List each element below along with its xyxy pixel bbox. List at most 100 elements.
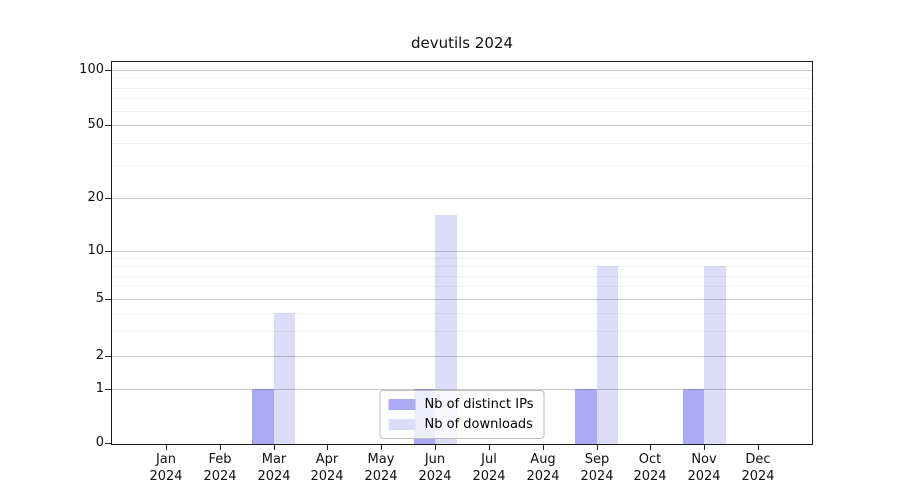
legend-item-downloads: Nb of downloads xyxy=(388,416,534,433)
x-tick-dec xyxy=(758,445,759,450)
x-tick-month: Apr xyxy=(315,452,339,467)
x-tick-month: Dec xyxy=(745,452,771,467)
bar-downloads-jun xyxy=(435,215,457,444)
gridline-minor-6 xyxy=(112,286,812,287)
x-tick-jul xyxy=(489,445,490,450)
y-tick-0 xyxy=(105,443,111,444)
x-tick-jun xyxy=(435,445,436,450)
x-tick-year: 2024 xyxy=(580,469,614,484)
y-tick-5 xyxy=(105,299,111,300)
bar-downloads-nov xyxy=(704,266,726,444)
x-tick-year: 2024 xyxy=(741,469,775,484)
legend-label-distinct-ips: Nb of distinct IPs xyxy=(424,397,534,412)
legend-swatch-downloads xyxy=(388,419,416,430)
x-tick-label-feb: Feb 2024 xyxy=(180,451,260,485)
y-tick-2 xyxy=(105,356,111,357)
gridline-major-100 xyxy=(112,70,812,71)
legend-label-downloads: Nb of downloads xyxy=(424,417,533,432)
gridline-major-2 xyxy=(112,356,812,357)
gridline-minor-30 xyxy=(112,166,812,167)
x-tick-apr xyxy=(327,445,328,450)
x-tick-month: Oct xyxy=(638,452,662,467)
x-tick-month: Sep xyxy=(584,452,610,467)
gridline-major-1 xyxy=(112,389,812,390)
gridline-major-10 xyxy=(112,251,812,252)
x-tick-year: 2024 xyxy=(526,469,560,484)
y-tick-50 xyxy=(105,125,111,126)
y-tick-label-1: 1 xyxy=(95,381,104,396)
x-tick-label-dec: Dec 2024 xyxy=(718,451,798,485)
bar-downloads-sep xyxy=(596,266,619,444)
gridline-minor-3 xyxy=(112,331,812,332)
x-tick-year: 2024 xyxy=(310,469,344,484)
x-tick-month: Jun xyxy=(424,452,446,467)
gridline-minor-70 xyxy=(112,98,812,99)
x-tick-label-oct: Oct 2024 xyxy=(610,451,690,485)
x-tick-year: 2024 xyxy=(257,469,291,484)
x-tick-month: Jul xyxy=(481,452,497,467)
x-tick-year: 2024 xyxy=(149,469,183,484)
x-tick-label-apr: Apr 2024 xyxy=(287,451,367,485)
x-tick-oct xyxy=(650,445,651,450)
x-tick-year: 2024 xyxy=(687,469,721,484)
bar-distinct-ips-sep xyxy=(575,389,597,444)
x-tick-month: Nov xyxy=(691,452,717,467)
x-tick-month: May xyxy=(367,452,395,467)
gridline-major-20 xyxy=(112,198,812,199)
bar-distinct-ips-nov xyxy=(682,389,705,444)
x-tick-feb xyxy=(220,445,221,450)
plot-area: Nb of distinct IPs Nb of downloads xyxy=(111,61,813,445)
x-tick-year: 2024 xyxy=(633,469,667,484)
x-tick-mar xyxy=(274,445,275,450)
legend: Nb of distinct IPs Nb of downloads xyxy=(379,390,545,439)
x-tick-year: 2024 xyxy=(364,469,398,484)
x-tick-label-nov: Nov 2024 xyxy=(664,451,744,485)
gridline-minor-8 xyxy=(112,266,812,267)
y-tick-label-20: 20 xyxy=(87,190,104,205)
x-tick-label-mar: Mar 2024 xyxy=(234,451,314,485)
x-tick-label-sep: Sep 2024 xyxy=(557,451,637,485)
gridline-minor-4 xyxy=(112,313,812,314)
y-tick-label-2: 2 xyxy=(95,348,104,363)
x-tick-aug xyxy=(543,445,544,450)
x-tick-sep xyxy=(597,445,598,450)
legend-swatch-distinct-ips xyxy=(388,399,416,410)
bar-distinct-ips-mar xyxy=(252,389,274,444)
legend-item-distinct-ips: Nb of distinct IPs xyxy=(388,396,534,413)
y-tick-label-10: 10 xyxy=(87,243,104,258)
bar-downloads-mar xyxy=(273,312,296,444)
x-tick-month: Feb xyxy=(208,452,232,467)
chart-title: devutils 2024 xyxy=(410,34,514,52)
gridline-major-50 xyxy=(112,125,812,126)
gridline-minor-80 xyxy=(112,88,812,89)
bars-layer xyxy=(112,62,812,444)
x-tick-month: Aug xyxy=(530,452,556,467)
y-tick-label-0: 0 xyxy=(95,435,104,450)
y-tick-100 xyxy=(105,70,111,71)
y-tick-label-50: 50 xyxy=(87,117,104,132)
x-tick-year: 2024 xyxy=(472,469,506,484)
gridline-minor-40 xyxy=(112,143,812,144)
gridline-major-5 xyxy=(112,299,812,300)
x-tick-label-jan: Jan 2024 xyxy=(126,451,206,485)
x-tick-year: 2024 xyxy=(418,469,452,484)
y-tick-10 xyxy=(105,251,111,252)
y-tick-1 xyxy=(105,389,111,390)
x-tick-label-jul: Jul 2024 xyxy=(449,451,529,485)
x-tick-label-jun: Jun 2024 xyxy=(395,451,475,485)
y-tick-label-100: 100 xyxy=(79,62,104,77)
x-tick-nov xyxy=(704,445,705,450)
grid-layer xyxy=(112,62,812,444)
x-tick-month: Jan xyxy=(155,452,177,467)
x-tick-label-may: May 2024 xyxy=(341,451,421,485)
gridline-minor-90 xyxy=(112,78,812,79)
x-tick-year: 2024 xyxy=(203,469,237,484)
gridline-minor-9 xyxy=(112,258,812,259)
x-tick-may xyxy=(381,445,382,450)
x-tick-label-aug: Aug 2024 xyxy=(503,451,583,485)
x-tick-jan xyxy=(166,445,167,450)
x-tick-month: Mar xyxy=(261,452,287,467)
y-tick-20 xyxy=(105,198,111,199)
gridline-minor-60 xyxy=(112,111,812,112)
